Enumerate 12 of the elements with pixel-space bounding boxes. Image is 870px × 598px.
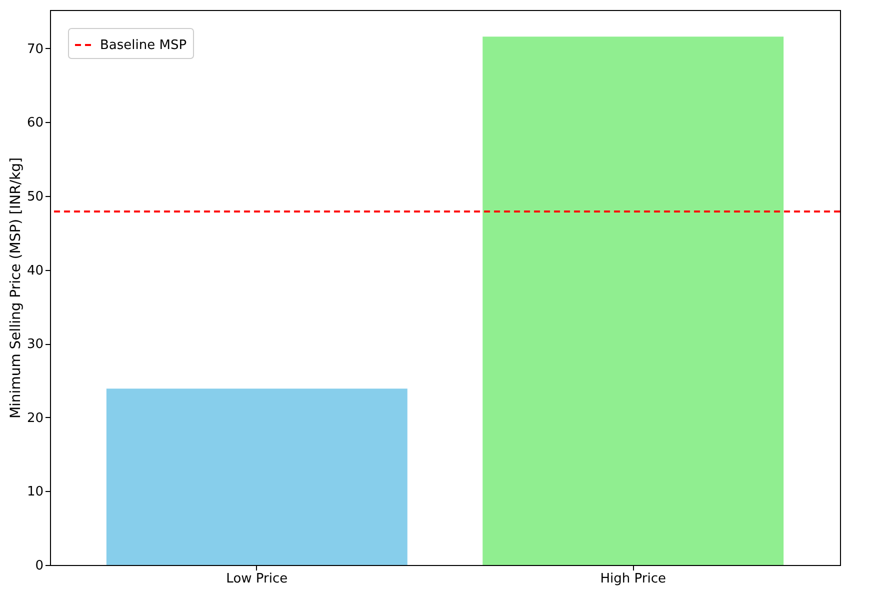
x-tick-label: High Price xyxy=(600,572,666,586)
y-tick-label: 10 xyxy=(26,484,44,500)
y-tick-label: 60 xyxy=(26,116,44,131)
y-tick-label: 20 xyxy=(26,410,44,426)
x-tick-label: Low Price xyxy=(226,572,288,586)
y-tick-label: 0 xyxy=(35,558,44,574)
y-tick-label: 40 xyxy=(26,263,44,278)
y-tick-label: 70 xyxy=(26,42,44,57)
legend-label: Baseline MSP xyxy=(100,38,187,53)
y-tick-label: 30 xyxy=(26,337,44,352)
y-tick-label: 50 xyxy=(26,189,44,204)
y-axis-title: Minimum Selling Price (MSP) [INR/kg] xyxy=(8,157,24,419)
